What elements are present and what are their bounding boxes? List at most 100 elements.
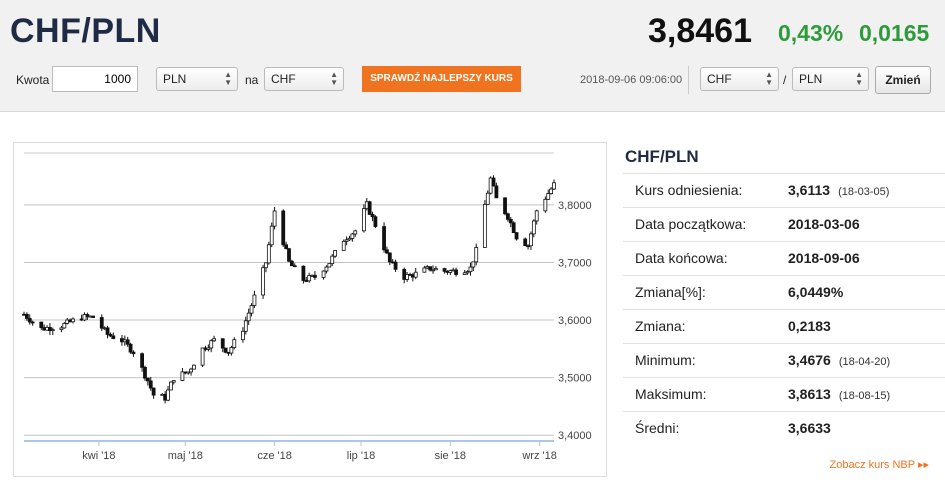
stats-value: 2018-03-06 [788, 216, 868, 232]
candle-body [361, 208, 366, 232]
stats-row: Kurs odniesienia: 3,6113 (18-03-05) [623, 173, 945, 207]
candle-body [393, 261, 398, 270]
stats-value: 6,0449% [788, 284, 851, 300]
candle-body [431, 269, 435, 272]
to-currency-value: CHF [271, 72, 296, 86]
candle-body [186, 371, 191, 374]
candle-body [272, 210, 277, 227]
candle-body [145, 377, 150, 382]
candle-body [491, 177, 496, 187]
candle-body [442, 268, 447, 272]
candle-body [209, 340, 214, 349]
candle-body [292, 265, 297, 268]
stats-value-text: 2018-09-06 [788, 250, 860, 266]
amount-input[interactable] [52, 66, 138, 92]
candle-body [552, 182, 556, 190]
candle-body [373, 216, 378, 227]
candle-body [526, 245, 530, 248]
select-arrows-icon: ▲ ▼ [224, 70, 232, 87]
candle-body [212, 338, 217, 342]
stats-value-text: 3,4676 [788, 352, 831, 368]
candle-body [171, 380, 176, 383]
stats-table: Kurs odniesienia: 3,6113 (18-03-05) Data po… [623, 173, 945, 445]
change-pair-button[interactable]: Zmień [875, 66, 931, 94]
change-absolute: 0,0165 [859, 20, 930, 46]
candle-body [71, 318, 75, 323]
candle-body [140, 353, 144, 368]
candle-body [148, 380, 153, 389]
rate-datetime: 2018-09-06 09:06:00 [580, 74, 683, 86]
candle-body [85, 314, 90, 317]
candle-body [367, 201, 372, 215]
y-tick-label: 3,4000 [558, 430, 592, 442]
stats-value: 0,2183 [788, 318, 839, 334]
candle-body [350, 233, 355, 239]
candle-body [99, 317, 104, 329]
candle-body [385, 249, 389, 254]
candle-body [284, 244, 289, 250]
candle-body [232, 339, 237, 348]
stats-value: 3,6113 (18-03-05) [788, 182, 889, 198]
candle-body [105, 327, 110, 335]
stats-row: Zmiana[%]: 6,0449% [623, 275, 945, 309]
current-rate: 3,8461 [648, 12, 752, 50]
stats-row: Maksimum: 3,8613 (18-08-15) [623, 377, 945, 411]
select-arrows-icon: ▲ ▼ [330, 70, 338, 87]
candle-body [48, 327, 52, 331]
select-arrows-icon: ▲ ▼ [855, 70, 863, 87]
candle-body [128, 343, 133, 353]
stats-panel: CHF/PLN Kurs odniesienia: 3,6113 (18-03-05… [623, 142, 945, 445]
candle-body [511, 222, 516, 234]
x-tick-label: kwi '18 [82, 450, 115, 462]
x-tick-label: cze '18 [257, 450, 292, 462]
candle-body [387, 252, 392, 263]
candle-body [448, 270, 453, 273]
candle-body [125, 339, 130, 345]
x-tick-label: wrz '18 [521, 450, 557, 462]
candle-body [30, 321, 35, 324]
candle-body [347, 237, 352, 241]
candle-body [543, 198, 548, 212]
candle-body [301, 265, 306, 281]
candle-body [344, 239, 349, 242]
stats-date: (18-04-20) [838, 356, 891, 368]
candle-body [307, 275, 312, 282]
from-currency-select[interactable]: PLN ▲ ▼ [156, 67, 238, 91]
candle-body [111, 335, 116, 339]
from-currency-value: PLN [163, 72, 187, 86]
candle-body [241, 330, 245, 341]
stats-row: Średni: 3,6633 [623, 411, 945, 445]
y-tick-label: 3,8000 [558, 200, 592, 212]
candle-body [131, 351, 136, 355]
candle-body [428, 266, 433, 271]
stats-row: Minimum: 3,4676 (18-04-20) [623, 343, 945, 377]
candle-body [24, 313, 29, 319]
pair-base-select[interactable]: CHF ▲ ▼ [700, 67, 779, 91]
toolbar-divider [688, 66, 689, 94]
stats-row: Zmiana: 0,2183 [623, 309, 945, 343]
candle-body [534, 210, 539, 222]
stats-value: 3,8613 (18-08-15) [788, 386, 890, 402]
candle-body [289, 260, 294, 267]
candle-body [266, 244, 271, 264]
candle-body [27, 318, 32, 323]
to-currency-select[interactable]: CHF ▲ ▼ [264, 67, 344, 91]
candle-body [353, 230, 358, 235]
price-chart[interactable]: 3,4000 3,5000 3,6000 3,7000 3,8000 kwi '18 maj… [14, 143, 608, 478]
stats-label: Zmiana[%]: [635, 284, 706, 300]
stats-date: (18-03-05) [838, 186, 890, 198]
nbp-rate-link[interactable]: Zobacz kurs NBP ▸▸ [829, 459, 929, 471]
candle-body [281, 210, 286, 246]
candle-body [514, 232, 519, 240]
candle-body [91, 315, 96, 318]
candle-body [482, 203, 487, 248]
best-rate-button[interactable]: SPRAWDŹ NAJLEPSZY KURS [362, 66, 521, 92]
stats-value-text: 2018-03-06 [788, 216, 860, 232]
pair-quote-select[interactable]: PLN ▲ ▼ [792, 67, 869, 91]
candle-body [474, 247, 479, 263]
candle-body [166, 389, 170, 401]
chart-container[interactable]: 3,4000 3,5000 3,6000 3,7000 3,8000 kwi '18 maj… [13, 142, 607, 477]
candle-body [382, 226, 386, 251]
candle-body [62, 322, 67, 329]
candle-body [192, 364, 196, 370]
